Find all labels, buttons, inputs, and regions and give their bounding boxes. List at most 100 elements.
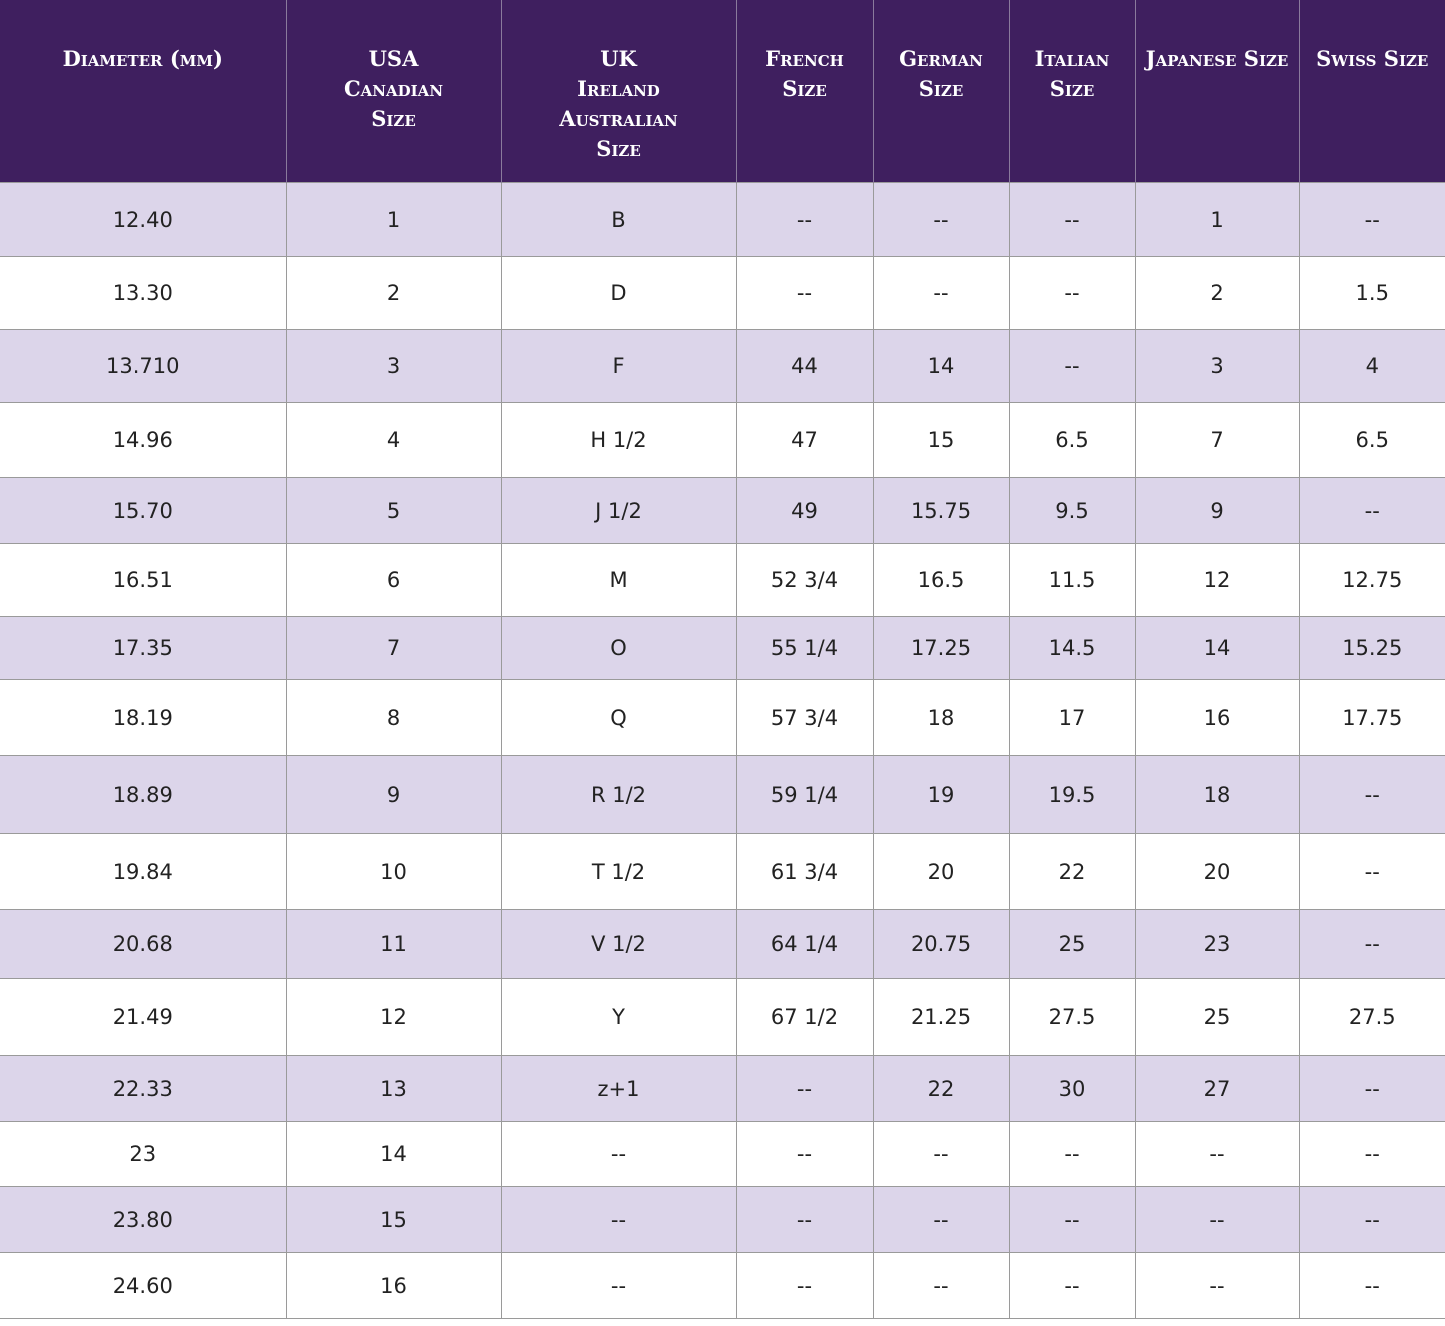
table-cell: 20.68 [0, 909, 287, 979]
table-row: 12.40 1 B -- -- -- 1 -- [0, 182, 1445, 257]
table-cell: -- [1134, 1186, 1300, 1253]
table-cell: -- [872, 182, 1010, 257]
table-cell: 19.84 [0, 833, 287, 910]
table-cell: -- [1298, 833, 1445, 910]
table-row: 22.33 13 z+1 -- 22 30 27 -- [0, 1055, 1445, 1122]
table-row: 24.60 16 -- -- -- -- -- -- [0, 1252, 1445, 1319]
table-cell: Y [500, 978, 737, 1056]
table-cell: 1 [285, 182, 502, 257]
column-header: German Size [873, 0, 1010, 183]
table-cell: R 1/2 [500, 755, 737, 834]
column-header: UK Ireland Australian Size [501, 0, 737, 183]
table-cell: 17.35 [0, 616, 287, 680]
table-cell: -- [735, 1121, 874, 1187]
header-line: Japanese Size [1145, 46, 1289, 71]
table-cell: -- [1298, 1252, 1445, 1319]
table-cell: 18.89 [0, 755, 287, 834]
table-cell: 5 [285, 477, 502, 544]
header-line: German [899, 46, 983, 71]
table-row: 16.51 6 M 52 3/4 16.5 11.5 12 12.75 [0, 543, 1445, 617]
table-cell: 18.19 [0, 679, 287, 756]
table-cell: 6.5 [1298, 402, 1445, 478]
table-cell: 19.5 [1008, 755, 1136, 834]
table-row: 13.710 3 F 44 14 -- 3 4 [0, 329, 1445, 403]
table-cell: 61 3/4 [735, 833, 874, 910]
table-cell: -- [1008, 1186, 1136, 1253]
table-cell: T 1/2 [500, 833, 737, 910]
table-cell: J 1/2 [500, 477, 737, 544]
table-cell: 55 1/4 [735, 616, 874, 680]
table-cell: -- [1298, 477, 1445, 544]
table-cell: 23 [0, 1121, 287, 1187]
table-cell: 15 [872, 402, 1010, 478]
table-cell: 67 1/2 [735, 978, 874, 1056]
table-cell: 15.25 [1298, 616, 1445, 680]
table-cell: 59 1/4 [735, 755, 874, 834]
table-cell: 25 [1008, 909, 1136, 979]
header-line: UK [600, 46, 637, 71]
table-cell: M [500, 543, 737, 617]
table-cell: 57 3/4 [735, 679, 874, 756]
table-cell: F [500, 329, 737, 403]
table-cell: 22 [872, 1055, 1010, 1122]
table-cell: 13.30 [0, 256, 287, 330]
table-cell: 16.51 [0, 543, 287, 617]
table-cell: -- [500, 1121, 737, 1187]
table-cell: 64 1/4 [735, 909, 874, 979]
header-line: Australian [559, 106, 678, 131]
table-cell: 4 [1298, 329, 1445, 403]
table-cell: 14 [1134, 616, 1300, 680]
table-row: 15.70 5 J 1/2 49 15.75 9.5 9 -- [0, 477, 1445, 544]
table-cell: 30 [1008, 1055, 1136, 1122]
column-header: Italian Size [1009, 0, 1136, 183]
header-line: Size [782, 76, 827, 101]
table-cell: 21.25 [872, 978, 1010, 1056]
table-cell: B [500, 182, 737, 257]
table-cell: -- [1298, 1186, 1445, 1253]
table-cell: 27 [1134, 1055, 1300, 1122]
table-cell: 16 [285, 1252, 502, 1319]
header-line: Size [1049, 76, 1095, 101]
table-cell: Q [500, 679, 737, 756]
table-cell: 49 [735, 477, 874, 544]
header-line: Size [918, 76, 964, 101]
table-row: 21.49 12 Y 67 1/2 21.25 27.5 25 27.5 [0, 978, 1445, 1056]
table-cell: -- [500, 1252, 737, 1319]
header-line: Size [371, 106, 416, 131]
table-cell: -- [735, 256, 874, 330]
table-cell: 1 [1134, 182, 1300, 257]
table-cell: 7 [1134, 402, 1300, 478]
table-cell: 12 [285, 978, 502, 1056]
table-cell: 9 [1134, 477, 1300, 544]
table-cell: 19 [872, 755, 1010, 834]
table-cell: 16.5 [872, 543, 1010, 617]
table-cell: -- [1008, 329, 1136, 403]
table-cell: 11 [285, 909, 502, 979]
table-cell: 3 [1134, 329, 1300, 403]
table-cell: 18 [872, 679, 1010, 756]
table-cell: 6.5 [1008, 402, 1136, 478]
table-cell: 22.33 [0, 1055, 287, 1122]
table-cell: -- [872, 1252, 1010, 1319]
table-row: 18.19 8 Q 57 3/4 18 17 16 17.75 [0, 679, 1445, 756]
table-cell: -- [1008, 256, 1136, 330]
header-line: USA [368, 46, 419, 71]
table-cell: 3 [285, 329, 502, 403]
table-cell: 9 [285, 755, 502, 834]
header-line: Italian [1034, 46, 1110, 71]
table-cell: 14.5 [1008, 616, 1136, 680]
table-cell: 52 3/4 [735, 543, 874, 617]
table-cell: 2 [285, 256, 502, 330]
header-line: Ireland [577, 76, 660, 101]
table-row: 23.80 15 -- -- -- -- -- -- [0, 1186, 1445, 1253]
table-cell: 16 [1134, 679, 1300, 756]
table-cell: -- [1298, 182, 1445, 257]
table-cell: 13.710 [0, 329, 287, 403]
table-cell: 27.5 [1298, 978, 1445, 1056]
table-row: 20.68 11 V 1/2 64 1/4 20.75 25 23 -- [0, 909, 1445, 979]
table-cell: 17.25 [872, 616, 1010, 680]
column-header: Swiss Size [1299, 0, 1445, 183]
table-cell: 47 [735, 402, 874, 478]
table-row: 18.89 9 R 1/2 59 1/4 19 19.5 18 -- [0, 755, 1445, 834]
